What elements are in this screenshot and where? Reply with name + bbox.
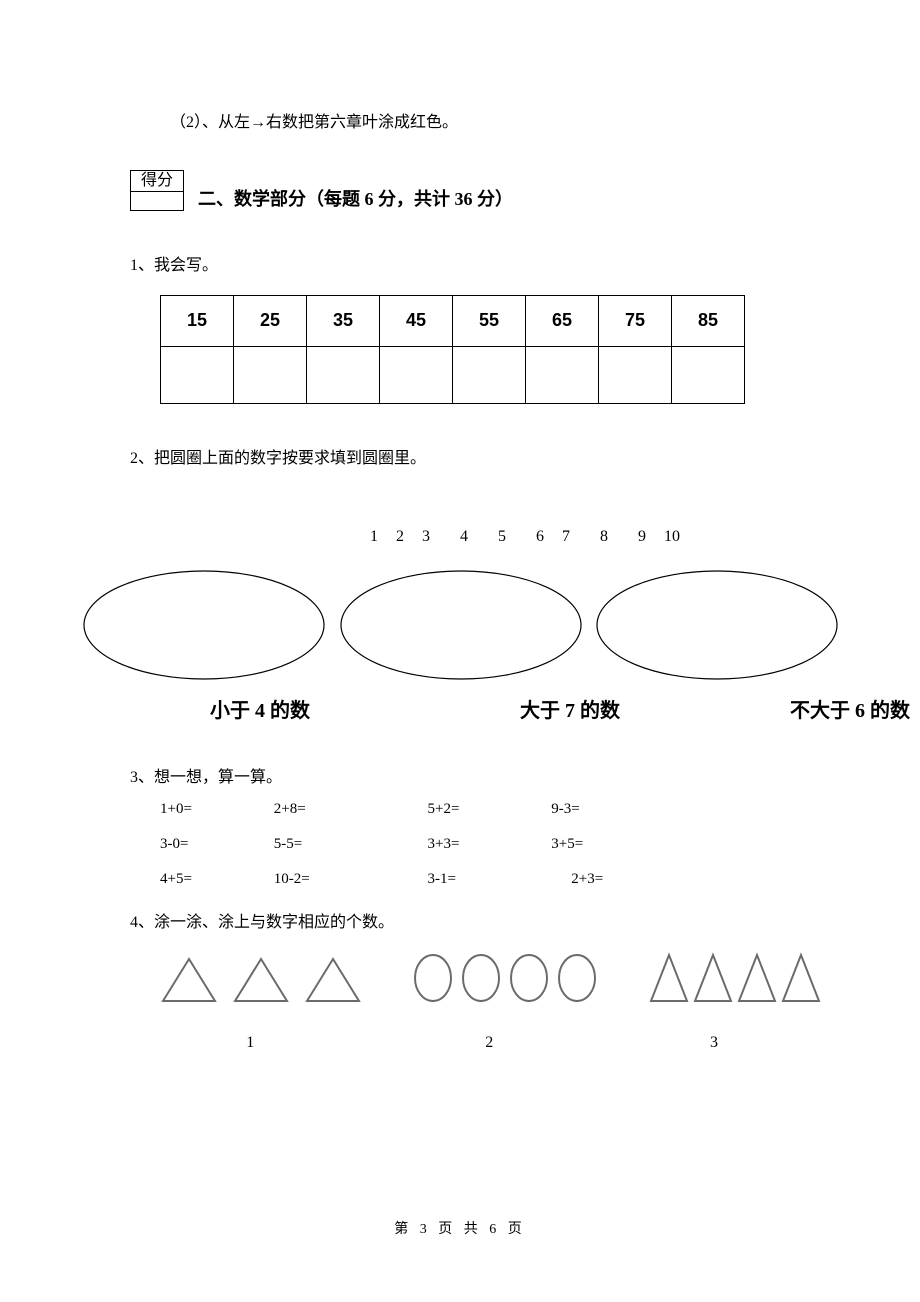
cell: 25 <box>234 295 307 346</box>
eq: 5+2= <box>428 801 548 818</box>
cell: 85 <box>672 295 745 346</box>
triangle-icon <box>648 952 690 1004</box>
num: 2 <box>396 528 404 545</box>
eq-row: 3-0= 5-5= 3+3= 3+5= <box>160 836 790 853</box>
eq: 10-2= <box>274 871 424 888</box>
text-line-top: （2）、从左→右数把第六章叶涂成红色。 <box>170 110 790 136</box>
q4-shape-row <box>160 952 790 1004</box>
eq-row: 4+5= 10-2= 3-1= 2+3= <box>160 871 790 888</box>
count-label: 3 <box>638 1034 790 1052</box>
ellipse-label: 不大于 6 的数 <box>740 694 920 723</box>
eq: 3+3= <box>428 836 548 853</box>
cell-blank <box>161 346 234 403</box>
oval-icon <box>556 952 598 1004</box>
score-label: 得分 <box>131 171 183 192</box>
cell: 35 <box>307 295 380 346</box>
eq: 3+5= <box>551 836 651 853</box>
q2-prompt: 2、把圆圈上面的数字按要求填到圆圈里。 <box>130 444 790 468</box>
eq: 3-1= <box>428 871 548 888</box>
table-row <box>161 346 745 403</box>
table-row: 15 25 35 45 55 65 75 85 <box>161 295 745 346</box>
num: 4 <box>460 528 468 545</box>
triangle-icon <box>692 952 734 1004</box>
cell: 75 <box>599 295 672 346</box>
num: 6 <box>536 528 544 545</box>
ellipse-label: 小于 4 的数 <box>120 694 400 723</box>
ellipse-label: 大于 7 的数 <box>440 694 700 723</box>
q4-prompt: 4、涂一涂、涂上与数字相应的个数。 <box>130 908 790 932</box>
score-blank <box>131 192 183 210</box>
eq-row: 1+0= 2+8= 5+2= 9-3= <box>160 801 790 818</box>
num: 3 <box>422 528 430 545</box>
num: 8 <box>600 528 608 545</box>
eq: 2+8= <box>274 801 424 818</box>
eq: 4+5= <box>160 871 270 888</box>
num: 7 <box>562 528 570 545</box>
page: （2）、从左→右数把第六章叶涂成红色。 得分 二、数学部分（每题 6 分，共计 … <box>0 0 920 1302</box>
num: 5 <box>498 528 506 545</box>
ellipse-labels: 小于 4 的数 大于 7 的数 不大于 6 的数 <box>80 694 840 723</box>
ellipse-icon <box>337 566 584 684</box>
triangle-icon <box>780 952 822 1004</box>
ellipse-row <box>80 566 840 684</box>
oval-icon <box>412 952 454 1004</box>
q4-count-row: 1 2 3 <box>160 1034 790 1052</box>
eq: 5-5= <box>274 836 424 853</box>
score-box: 得分 <box>130 170 184 211</box>
triangle-icon <box>160 956 218 1004</box>
q3-equations: 1+0= 2+8= 5+2= 9-3= 3-0= 5-5= 3+3= 3+5= … <box>160 801 790 888</box>
num: 1 <box>370 528 378 545</box>
cell: 55 <box>453 295 526 346</box>
q1-prompt: 1、我会写。 <box>130 251 790 275</box>
eq: 1+0= <box>160 801 270 818</box>
section-heading: 二、数学部分（每题 6 分，共计 36 分） <box>198 189 513 209</box>
oval-icon <box>460 952 502 1004</box>
oval-group <box>412 952 598 1004</box>
triangle-icon <box>232 956 290 1004</box>
cell: 15 <box>161 295 234 346</box>
triangle-icon <box>304 956 362 1004</box>
count-label: 1 <box>160 1034 341 1052</box>
ellipse-icon <box>593 566 840 684</box>
section-row: 得分 二、数学部分（每题 6 分，共计 36 分） <box>130 170 790 211</box>
oval-icon <box>508 952 550 1004</box>
triangle-small-group <box>648 952 822 1004</box>
triangle-icon <box>736 952 778 1004</box>
count-label: 2 <box>371 1034 609 1052</box>
q3-prompt: 3、想一想，算一算。 <box>130 763 790 787</box>
q1-table: 15 25 35 45 55 65 75 85 <box>160 295 745 404</box>
eq: 3-0= <box>160 836 270 853</box>
num: 9 <box>638 528 646 545</box>
eq: 2+3= <box>551 871 671 888</box>
eq: 9-3= <box>551 801 651 818</box>
triangle-group <box>160 956 362 1004</box>
cell: 45 <box>380 295 453 346</box>
num: 10 <box>664 528 680 545</box>
cell: 65 <box>526 295 599 346</box>
q2-number-list: 1 2 3 4 5 6 7 8 9 10 <box>370 528 790 546</box>
page-footer: 第 3 页 共 6 页 <box>0 1218 920 1238</box>
ellipse-icon <box>80 566 327 684</box>
